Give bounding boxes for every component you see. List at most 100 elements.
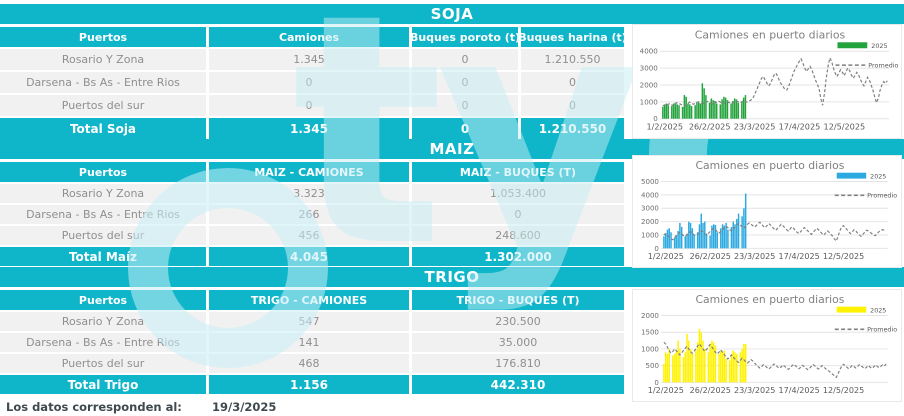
port-label: Rosario Y Zona <box>0 312 206 331</box>
port-label: Rosario Y Zona <box>0 49 206 70</box>
column-header: Puertos <box>0 27 206 47</box>
value-cell: 35.000 <box>412 333 624 352</box>
trigo-chart-svg: 0 500 1000 1500 2000 1/2/2025 26/2/2025 23/3/20… <box>641 293 897 395</box>
total-label: Total Trigo <box>0 375 206 394</box>
svg-text:12/5/2025: 12/5/2025 <box>823 252 864 261</box>
column-header: Buques poroto (t) <box>410 27 520 47</box>
svg-text:26/2/2025: 26/2/2025 <box>689 122 731 132</box>
port-label: Darsena - Bs As - Entre Rios <box>0 205 206 224</box>
value-cell: 0 <box>412 49 518 70</box>
value-cell: 468 <box>209 354 409 373</box>
svg-text:Camiones en puerto diarios: Camiones en puerto diarios <box>695 159 844 172</box>
svg-text:2000: 2000 <box>640 80 659 89</box>
total-label: Total Soja <box>0 118 206 139</box>
svg-text:0: 0 <box>654 244 659 253</box>
value-cell: 1.053.400 <box>412 184 624 203</box>
maiz-daily-trucks-chart: 0 1000 2000 3000 4000 5000 1/2/2025 26/2/2025 23… <box>632 155 902 268</box>
value-cell: 1.210.550 <box>521 49 624 70</box>
svg-text:12/5/2025: 12/5/2025 <box>823 386 864 395</box>
total-value: 1.156 <box>209 375 409 394</box>
column-header: Puertos <box>0 162 206 182</box>
value-cell: 3.323 <box>209 184 409 203</box>
trigo-section: TRIGO Puertos TRIGO - CAMIONES TRIGO - B… <box>0 267 904 394</box>
svg-text:Camiones en puerto diarios: Camiones en puerto diarios <box>695 293 844 306</box>
footer-label: Los datos corresponden al: <box>6 400 182 414</box>
svg-text:17/4/2025: 17/4/2025 <box>779 252 820 261</box>
column-header: TRIGO - BUQUES (T) <box>412 290 624 310</box>
column-header: Puertos <box>0 290 206 310</box>
column-header: Buques harina (t) <box>518 27 627 47</box>
svg-text:500: 500 <box>645 361 659 370</box>
svg-text:1000: 1000 <box>641 344 659 353</box>
svg-text:26/2/2025: 26/2/2025 <box>690 386 731 395</box>
svg-text:2025: 2025 <box>870 173 886 181</box>
svg-text:1/2/2025: 1/2/2025 <box>648 386 684 395</box>
svg-text:5000: 5000 <box>641 177 659 186</box>
column-header: TRIGO - CAMIONES <box>209 290 409 310</box>
port-label: Puertos del sur <box>0 354 206 373</box>
value-cell: 248.600 <box>412 226 624 245</box>
svg-text:4000: 4000 <box>641 190 659 199</box>
svg-text:26/2/2025: 26/2/2025 <box>690 252 731 261</box>
soja-table: Puertos Camiones Buques poroto (t) Buque… <box>0 27 627 139</box>
total-value: 0 <box>412 118 518 139</box>
column-header: MAIZ - BUQUES (T) <box>412 162 624 182</box>
maiz-table: Puertos MAIZ - CAMIONES MAIZ - BUQUES (T… <box>0 162 624 266</box>
svg-text:2000: 2000 <box>641 217 659 226</box>
value-cell: 230.500 <box>412 312 624 331</box>
svg-text:2025: 2025 <box>871 42 887 50</box>
value-cell: 1.345 <box>209 49 409 70</box>
value-cell: 0 <box>209 72 409 93</box>
svg-text:0: 0 <box>653 114 658 123</box>
svg-text:Promedio: Promedio <box>867 326 897 334</box>
port-label: Rosario Y Zona <box>0 184 206 203</box>
total-value: 1.302.000 <box>412 247 624 266</box>
value-cell: 0 <box>412 72 518 93</box>
maiz-chart-svg: 0 1000 2000 3000 4000 5000 1/2/2025 26/2/2025 23… <box>641 159 897 261</box>
total-value: 4.045 <box>209 247 409 266</box>
svg-text:Camiones en puerto diarios: Camiones en puerto diarios <box>695 28 846 41</box>
svg-text:1500: 1500 <box>641 328 659 337</box>
svg-text:1/2/2025: 1/2/2025 <box>648 252 684 261</box>
total-value: 442.310 <box>412 375 624 394</box>
trigo-table: Puertos TRIGO - CAMIONES TRIGO - BUQUES … <box>0 290 624 394</box>
svg-text:4000: 4000 <box>640 47 659 56</box>
value-cell: 0 <box>521 95 624 116</box>
port-label: Darsena - Bs As - Entre Rios <box>0 72 206 93</box>
svg-text:2025: 2025 <box>870 307 886 315</box>
trigo-daily-trucks-chart: 0 500 1000 1500 2000 1/2/2025 26/2/2025 23/3/20… <box>632 289 902 402</box>
svg-text:1000: 1000 <box>641 230 659 239</box>
svg-text:23/3/2025: 23/3/2025 <box>734 252 775 261</box>
soja-section-title: SOJA <box>0 4 904 24</box>
svg-text:3000: 3000 <box>640 64 659 73</box>
svg-text:17/4/2025: 17/4/2025 <box>779 122 821 132</box>
total-value: 1.345 <box>209 118 409 139</box>
port-label: Puertos del sur <box>0 95 206 116</box>
value-cell: 266 <box>209 205 409 224</box>
soja-section: SOJA Puertos Camiones Buques poroto (t) … <box>0 4 904 139</box>
svg-text:2000: 2000 <box>641 311 659 320</box>
soja-daily-trucks-chart: 0 1000 2000 3000 4000 1/2/2025 26/2/2025 23/3/2… <box>632 24 902 139</box>
footer-date: 19/3/2025 <box>212 400 277 414</box>
maiz-section-title: MAIZ <box>0 139 904 159</box>
report-footer: Los datos corresponden al: 19/3/2025 <box>6 400 276 414</box>
column-header: MAIZ - CAMIONES <box>209 162 409 182</box>
total-value: 1.210.550 <box>521 118 624 139</box>
svg-text:Promedio: Promedio <box>867 192 897 200</box>
svg-text:0: 0 <box>654 378 659 387</box>
svg-text:23/3/2025: 23/3/2025 <box>734 122 776 132</box>
svg-text:1000: 1000 <box>640 97 659 106</box>
soja-chart-svg: 0 1000 2000 3000 4000 1/2/2025 26/2/2025 23/3/2… <box>640 28 899 132</box>
value-cell: 0 <box>209 95 409 116</box>
value-cell: 141 <box>209 333 409 352</box>
svg-text:1/2/2025: 1/2/2025 <box>647 122 684 132</box>
svg-text:23/3/2025: 23/3/2025 <box>734 386 775 395</box>
total-label: Total Maíz <box>0 247 206 266</box>
trigo-section-title: TRIGO <box>0 267 904 287</box>
column-header: Camiones <box>209 27 409 47</box>
value-cell: 0 <box>412 95 518 116</box>
value-cell: 0 <box>521 72 624 93</box>
port-label: Darsena - Bs As - Entre Rios <box>0 333 206 352</box>
port-label: Puertos del sur <box>0 226 206 245</box>
